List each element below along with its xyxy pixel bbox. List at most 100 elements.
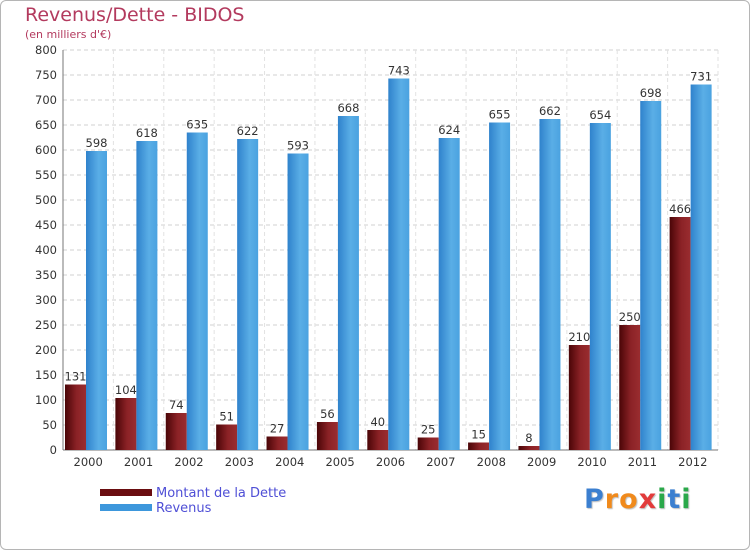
x-tick-label-2000: 2000 — [74, 455, 103, 469]
data-label-dette-2003: 51 — [219, 410, 234, 424]
bar-revenus-2005 — [337, 116, 359, 450]
data-label-dette-2011: 250 — [619, 310, 641, 324]
data-label-dette-2001: 104 — [115, 383, 137, 397]
data-label-dette-2010: 210 — [568, 330, 590, 344]
bar-revenus-2010 — [589, 123, 611, 450]
x-tick-label-2011: 2011 — [628, 455, 657, 469]
bar-revenus-2009 — [539, 119, 561, 450]
logo-letter-0: P — [584, 484, 605, 515]
legend-swatch-dette — [100, 489, 152, 496]
logo-letter-2: o — [619, 484, 639, 515]
data-label-revenus-2012: 731 — [690, 70, 712, 84]
data-label-revenus-2001: 618 — [136, 126, 158, 140]
label-layer: 131 598 104 618 74 635 51 622 27 593 56 668 40 743 25 6… — [65, 64, 713, 446]
y-tick-label-650: 650 — [35, 118, 57, 132]
bar-revenus-2011 — [640, 101, 662, 450]
data-label-revenus-2007: 624 — [438, 123, 460, 137]
bar-dette-2000 — [65, 384, 86, 450]
chart-title: Revenus/Dette - BIDOS — [25, 4, 245, 26]
bar-revenus-2007 — [438, 138, 460, 450]
logo-letter-1: r — [604, 484, 620, 515]
bar-dette-2009 — [518, 446, 540, 450]
x-tick-label-2006: 2006 — [376, 455, 405, 469]
y-tick-label-700: 700 — [35, 93, 57, 107]
bar-dette-2005 — [316, 422, 338, 450]
data-label-dette-2009: 8 — [525, 431, 532, 445]
data-label-revenus-2009: 662 — [539, 104, 561, 118]
x-tick-label-2007: 2007 — [426, 455, 455, 469]
y-tick-label-750: 750 — [35, 68, 57, 82]
logo-letter-5: t — [667, 484, 682, 515]
axis-layer: 0 50 100 150 200 250 300 350 400 450 500 550 600 650 7… — [35, 43, 718, 469]
x-tick-label-2003: 2003 — [225, 455, 254, 469]
x-tick-label-2001: 2001 — [124, 455, 153, 469]
bar-revenus-2003 — [237, 139, 259, 450]
y-tick-label-150: 150 — [35, 368, 57, 382]
data-label-dette-2005: 56 — [320, 407, 335, 421]
bar-revenus-2000 — [86, 151, 107, 450]
bar-dette-2002 — [165, 413, 187, 450]
bar-dette-2008 — [468, 442, 490, 450]
legend-label-dette: Montant de la Dette — [156, 486, 287, 501]
bar-revenus-2006 — [388, 78, 410, 450]
data-label-revenus-2008: 655 — [489, 108, 511, 122]
bar-dette-2003 — [216, 424, 238, 450]
y-tick-label-350: 350 — [35, 268, 57, 282]
bar-dette-2011 — [619, 325, 641, 450]
data-label-dette-2006: 40 — [370, 415, 385, 429]
y-tick-label-500: 500 — [35, 193, 57, 207]
chart-subtitle: (en milliers d'€) — [25, 28, 112, 41]
data-label-dette-2004: 27 — [270, 422, 285, 436]
x-tick-label-2008: 2008 — [477, 455, 506, 469]
x-tick-label-2009: 2009 — [527, 455, 556, 469]
bar-revenus-2012 — [690, 84, 712, 450]
x-tick-label-2004: 2004 — [275, 455, 304, 469]
y-tick-label-50: 50 — [42, 418, 57, 432]
data-label-revenus-2000: 598 — [86, 136, 108, 150]
proxiti-logo: Proxiti — [584, 484, 692, 515]
y-tick-label-200: 200 — [35, 343, 57, 357]
data-label-revenus-2006: 743 — [388, 64, 410, 78]
data-label-revenus-2002: 635 — [186, 118, 208, 132]
y-tick-label-300: 300 — [35, 293, 57, 307]
x-tick-label-2012: 2012 — [678, 455, 707, 469]
y-tick-label-250: 250 — [35, 318, 57, 332]
bar-dette-2007 — [417, 437, 439, 450]
y-tick-label-100: 100 — [35, 393, 57, 407]
data-label-revenus-2010: 654 — [589, 108, 611, 122]
data-label-revenus-2005: 668 — [337, 101, 359, 115]
data-label-dette-2012: 466 — [669, 202, 691, 216]
bar-revenus-2008 — [489, 122, 511, 450]
y-tick-label-600: 600 — [35, 143, 57, 157]
x-tick-label-2005: 2005 — [325, 455, 354, 469]
bar-dette-2004 — [266, 436, 288, 450]
bar-dette-2012 — [669, 217, 691, 450]
data-label-dette-2008: 15 — [471, 428, 486, 442]
y-tick-label-800: 800 — [35, 43, 57, 57]
x-tick-label-2010: 2010 — [577, 455, 606, 469]
bar-dette-2001 — [115, 398, 137, 450]
bar-revenus-2004 — [287, 153, 309, 450]
logo-letter-6: i — [681, 484, 692, 515]
y-tick-label-400: 400 — [35, 243, 57, 257]
data-label-dette-2007: 25 — [421, 423, 436, 437]
bar-dette-2010 — [568, 345, 590, 450]
y-tick-label-450: 450 — [35, 218, 57, 232]
bar-revenus-2001 — [136, 141, 158, 450]
y-tick-label-550: 550 — [35, 168, 57, 182]
logo-letter-4: i — [657, 484, 668, 515]
data-label-dette-2000: 131 — [65, 370, 87, 384]
legend-swatch-revenus — [100, 504, 152, 511]
bar-revenus-2002 — [186, 132, 208, 450]
data-label-revenus-2011: 698 — [640, 86, 662, 100]
y-tick-label-0: 0 — [50, 443, 57, 457]
data-label-dette-2002: 74 — [169, 398, 184, 412]
bar-dette-2006 — [367, 430, 389, 450]
legend-label-revenus: Revenus — [156, 501, 212, 516]
x-tick-label-2002: 2002 — [174, 455, 203, 469]
data-label-revenus-2004: 593 — [287, 139, 309, 153]
data-label-revenus-2003: 622 — [237, 124, 259, 138]
logo-letter-3: x — [638, 484, 658, 515]
bar-layer — [65, 78, 712, 450]
